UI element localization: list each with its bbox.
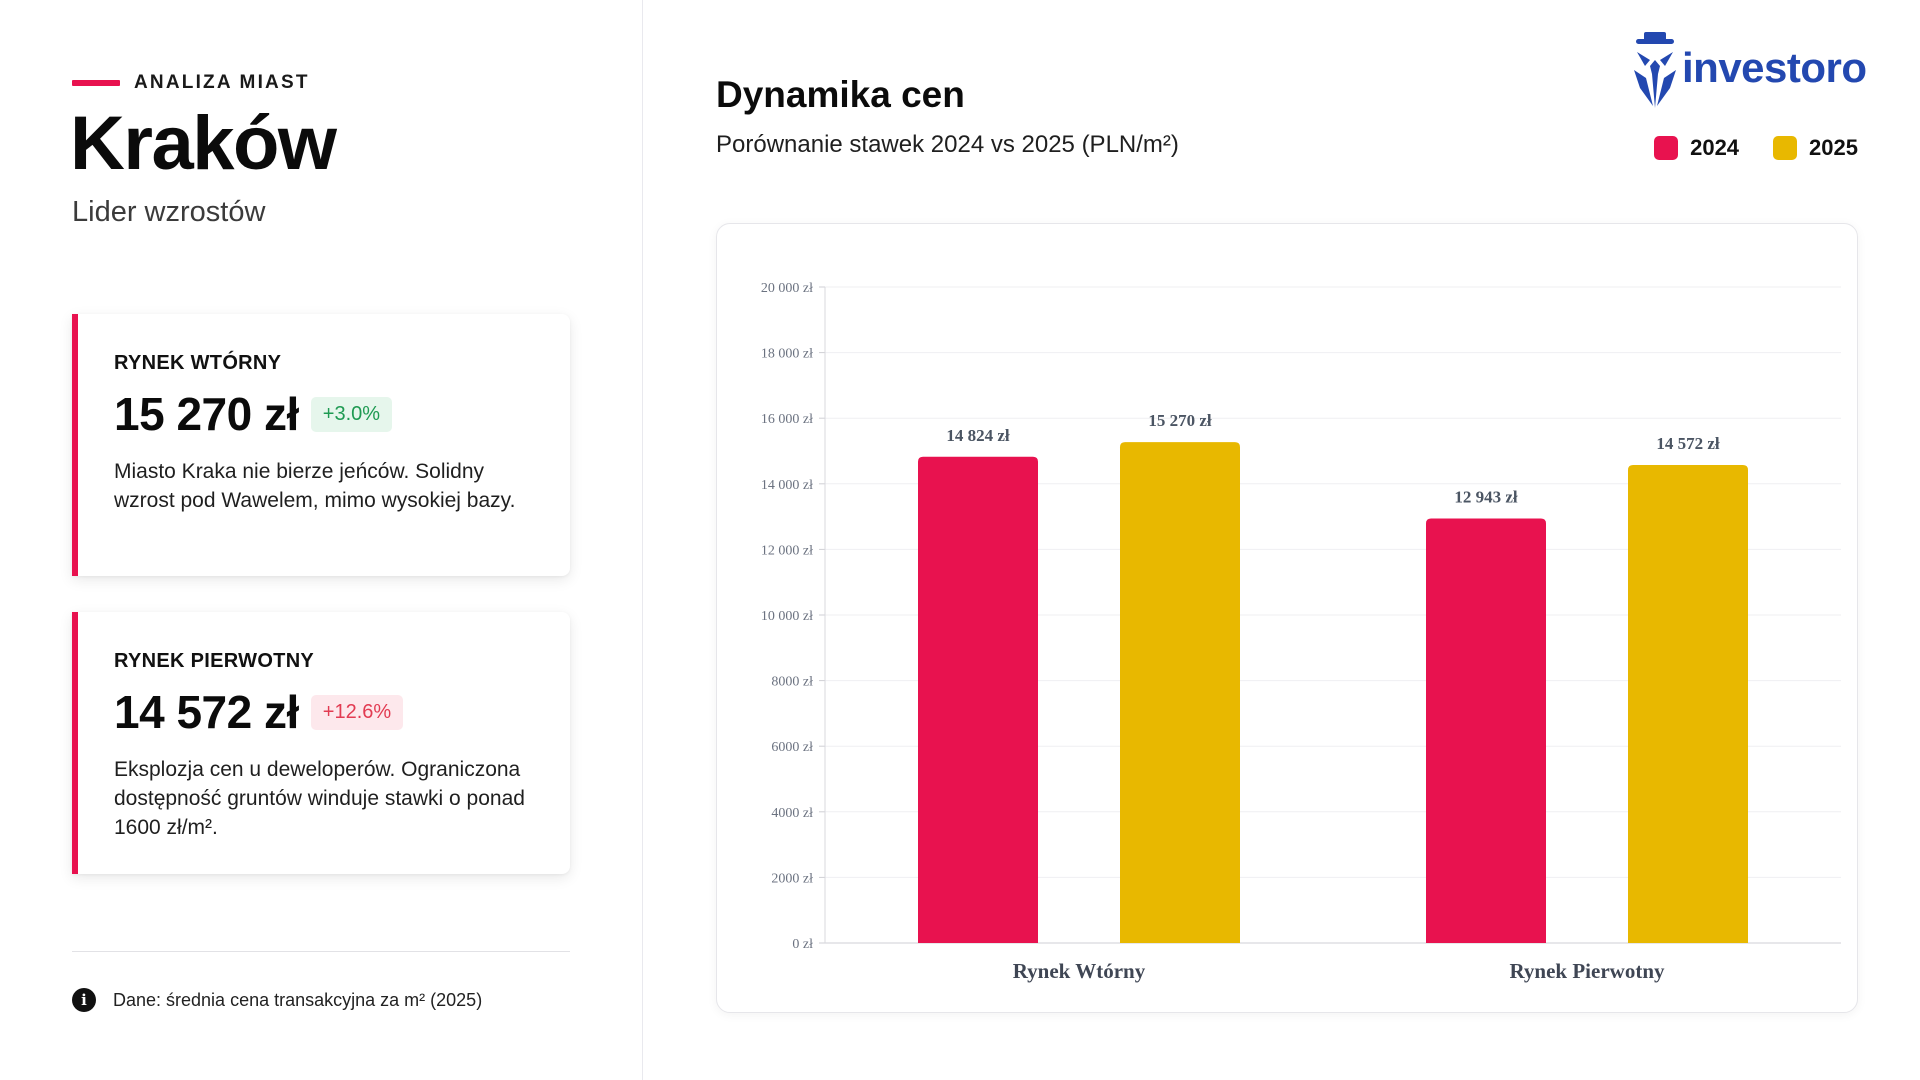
bar-2025-wtorny — [1120, 442, 1240, 943]
card-secondary-market: RYNEK WTÓRNY 15 270 zł +3.0% Miasto Krak… — [72, 314, 570, 576]
chart-subtitle: Porównanie stawek 2024 vs 2025 (PLN/m²) — [716, 131, 1179, 158]
info-icon: i — [72, 988, 96, 1012]
chart-title: Dynamika cen — [716, 74, 965, 115]
chart-card: 0 zł 2000 zł 4000 zł 6000 zł 8000 zł 10 000 z… — [716, 223, 1858, 1013]
divider — [72, 951, 570, 952]
card-description: Eksplozja cen u deweloperów. Ograniczona… — [114, 758, 525, 839]
y-tick-label: 16 000 zł — [761, 412, 813, 427]
card-price: 14 572 zł — [114, 686, 299, 738]
data-label: 14 824 zł — [946, 426, 1010, 445]
legend-swatch-2025 — [1773, 136, 1798, 160]
card-value-row: 14 572 zł +12.6% — [114, 685, 536, 739]
legend-label: 2024 — [1690, 135, 1740, 160]
left-panel: ANALIZA MIAST Kraków Lider wzrostów RYNE… — [0, 0, 643, 1080]
legend-item-2024: 2024 — [1654, 135, 1739, 161]
card-value-row: 15 270 zł +3.0% — [114, 387, 536, 441]
legend-label: 2025 — [1809, 135, 1858, 160]
card-primary-market: RYNEK PIERWOTNY 14 572 zł +12.6% Eksploz… — [72, 612, 570, 874]
data-label: 12 943 zł — [1454, 487, 1518, 506]
y-tick-label: 6000 zł — [771, 740, 813, 755]
bar-2024-pierwotny — [1426, 518, 1546, 943]
data-note: i Dane: średnia cena transakcyjna za m² … — [72, 988, 482, 1012]
page-title: Kraków — [70, 101, 337, 186]
bar-2024-wtorny — [918, 456, 1038, 943]
y-tick-label: 4000 zł — [771, 806, 813, 821]
legend-item-2025: 2025 — [1773, 135, 1858, 161]
y-tick-label: 8000 zł — [771, 675, 813, 690]
card-description: Miasto Kraka nie bierze jeńców. Solidny … — [114, 460, 516, 512]
note-text: Dane: średnia cena transakcyjna za m² (2… — [113, 989, 483, 1010]
card-title: RYNEK WTÓRNY — [114, 352, 282, 374]
kicker-accent-bar — [72, 80, 120, 86]
hat-tie-logo-icon — [1634, 32, 1676, 108]
data-label: 15 270 zł — [1148, 411, 1212, 430]
y-tick-label: 10 000 zł — [761, 609, 813, 624]
card-title: RYNEK PIERWOTNY — [114, 650, 315, 672]
y-tick-label: 20 000 zł — [761, 281, 813, 296]
bar-2025-pierwotny — [1628, 465, 1748, 943]
legend-swatch-2024 — [1654, 136, 1679, 160]
logo-wordmark: investoro — [1682, 44, 1867, 91]
change-badge: +12.6% — [310, 694, 404, 730]
y-tick-label: 18 000 zł — [761, 347, 813, 362]
y-tick-label: 2000 zł — [771, 871, 813, 886]
kicker-label: ANALIZA MIAST — [134, 72, 310, 93]
y-tick-label: 12 000 zł — [761, 543, 813, 558]
page-subtitle: Lider wzrostów — [72, 196, 266, 228]
bar-chart: 0 zł 2000 zł 4000 zł 6000 zł 8000 zł 10 000 z… — [761, 281, 1841, 983]
change-badge: +3.0% — [310, 396, 393, 432]
x-tick-label: Rynek Pierwotny — [1510, 959, 1665, 983]
data-label: 14 572 zł — [1656, 434, 1720, 453]
chart-legend: 2024 2025 — [1620, 135, 1858, 161]
x-tick-label: Rynek Wtórny — [1013, 959, 1146, 983]
section-kicker: ANALIZA MIAST — [72, 72, 310, 94]
y-tick-label: 0 zł — [792, 937, 813, 952]
y-tick-label: 14 000 zł — [761, 478, 813, 493]
investoro-logo: investoro — [1628, 30, 1868, 110]
card-price: 15 270 zł — [114, 388, 299, 440]
